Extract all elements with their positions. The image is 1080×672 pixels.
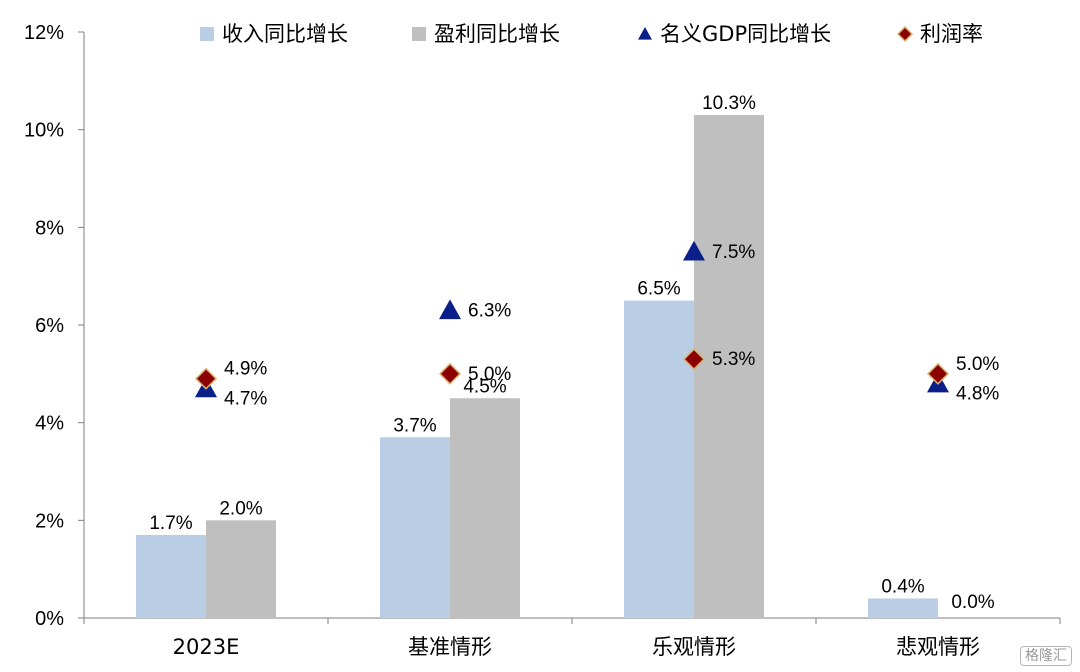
legend-triangle — [638, 27, 652, 40]
bar-data-label: 6.5% — [637, 279, 680, 300]
margin-data-label: 5.3% — [712, 349, 755, 370]
gdp-data-label: 4.7% — [224, 388, 267, 409]
bar — [206, 520, 276, 618]
gdp-data-label: 7.5% — [712, 242, 755, 263]
y-tick-label: 4% — [35, 413, 64, 435]
y-tick-label: 8% — [35, 217, 64, 239]
legend-label: 利润率 — [920, 22, 983, 46]
margin-data-label: 4.9% — [224, 359, 267, 380]
bar — [450, 398, 520, 618]
bar — [694, 115, 764, 619]
bar — [624, 300, 694, 618]
data-labels: 1.7% 3.7% 6.5% 0.4% 2.0% 4.5% 10.3% 0.0% 4.7% 4.9… — [149, 93, 999, 613]
bar-data-label: 1.7% — [149, 513, 192, 534]
bars — [136, 115, 938, 619]
legend-diamond — [896, 25, 914, 43]
margin-diamond-marker — [926, 362, 950, 385]
legend-swatch — [412, 27, 426, 41]
margin-diamond-marker — [194, 367, 218, 390]
legend-swatch — [200, 27, 214, 41]
y-tick-label: 12% — [24, 22, 64, 44]
bar-data-label: 0.0% — [951, 592, 994, 613]
gdp-data-label: 4.8% — [956, 384, 999, 405]
y-tick-label: 0% — [35, 608, 64, 630]
legend-label: 盈利同比增长 — [434, 22, 560, 46]
bar — [136, 534, 206, 618]
gdp-data-label: 6.3% — [468, 300, 511, 321]
margin-data-label: 5.0% — [956, 354, 999, 375]
x-tick-label: 基准情形 — [408, 635, 492, 659]
y-tick-label: 10% — [24, 120, 64, 142]
legend-label: 收入同比增长 — [222, 22, 348, 46]
bar-data-label: 3.7% — [393, 415, 436, 436]
margin-diamond-marker — [682, 348, 706, 371]
bar-data-label: 10.3% — [702, 93, 756, 114]
x-tick-label: 悲观情形 — [896, 635, 980, 659]
legend: 收入同比增长 盈利同比增长 名义GDP同比增长 利润率 — [200, 22, 983, 46]
margin-data-label: 5.0% — [468, 364, 511, 385]
bar-data-label: 2.0% — [219, 498, 262, 519]
bar-data-label: 4.5% — [463, 376, 506, 397]
markers — [194, 240, 950, 398]
gdp-triangle-marker — [683, 240, 705, 261]
margin-diamond-marker — [438, 362, 462, 385]
y-tick-label: 2% — [35, 510, 64, 532]
legend-label: 名义GDP同比增长 — [660, 22, 831, 46]
bar — [868, 598, 938, 618]
y-tick-label: 6% — [35, 315, 64, 337]
bar-data-label: 0.4% — [881, 576, 924, 597]
bar — [380, 437, 450, 618]
x-tick-label: 乐观情形 — [652, 635, 736, 659]
axes: 0% 2% 4% 6% 8% 10% 12% 2023E 基准情形 乐观情形 悲观情形 — [24, 22, 1061, 659]
watermark-logo: 格隆汇 — [1020, 646, 1072, 666]
gdp-triangle-marker — [439, 299, 461, 320]
x-tick-label: 2023E — [173, 635, 240, 659]
